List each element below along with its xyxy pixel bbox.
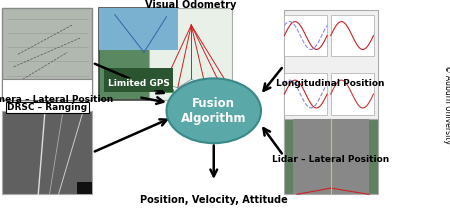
- Bar: [99, 8, 178, 100]
- Text: Lidar – Lateral Position: Lidar – Lateral Position: [272, 155, 389, 164]
- Text: Limited GPS: Limited GPS: [108, 79, 170, 88]
- Text: Visual Odometry: Visual Odometry: [145, 0, 237, 10]
- Bar: [104, 68, 173, 92]
- Text: © Auburn University: © Auburn University: [443, 65, 450, 144]
- Bar: [2, 8, 92, 100]
- Bar: [187, 89, 198, 92]
- Text: Longitudinal Position: Longitudinal Position: [276, 79, 385, 88]
- Bar: [148, 8, 232, 100]
- Bar: [2, 111, 92, 194]
- Bar: [76, 182, 92, 194]
- Bar: [284, 73, 327, 115]
- Bar: [162, 89, 173, 92]
- Bar: [331, 73, 374, 115]
- Bar: [284, 10, 378, 153]
- Bar: [2, 79, 92, 100]
- Text: DRSC – Ranging: DRSC – Ranging: [7, 103, 87, 112]
- Text: Fusion
Algorithm: Fusion Algorithm: [181, 97, 247, 125]
- Bar: [99, 8, 178, 50]
- Text: Position, Velocity, Attitude: Position, Velocity, Attitude: [140, 195, 288, 205]
- Bar: [220, 89, 232, 92]
- Bar: [284, 15, 327, 56]
- Text: Camera – Lateral Position: Camera – Lateral Position: [0, 95, 114, 104]
- Bar: [292, 119, 369, 194]
- Bar: [284, 119, 378, 194]
- Bar: [331, 15, 374, 56]
- Ellipse shape: [166, 78, 261, 143]
